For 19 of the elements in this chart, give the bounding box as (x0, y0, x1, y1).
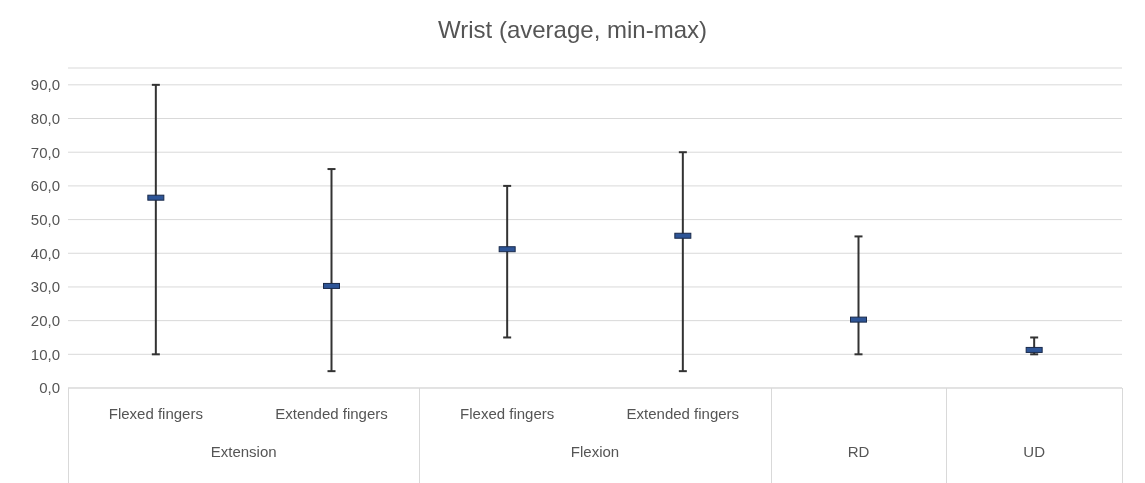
y-tick-label: 70,0 (30, 143, 60, 161)
y-tick-label: 60,0 (30, 177, 60, 195)
y-tick-label: 0,0 (39, 379, 60, 397)
y-tick-label: 50,0 (30, 210, 60, 228)
y-tick-label: 10,0 (30, 345, 60, 363)
chart-title: Wrist (average, min-max) (437, 16, 708, 44)
y-tick-label: 30,0 (30, 278, 60, 296)
text: UD (1022, 443, 1046, 460)
y-tick-label: 20,0 (30, 311, 60, 329)
x-tick-label: Flexed fingers (460, 404, 555, 422)
text: Flexion (569, 443, 621, 460)
y-tick-label: 80,0 (30, 109, 60, 127)
x-tick-label: Flexed fingers (108, 404, 203, 422)
x-tick-label: Extended fingers (275, 404, 388, 422)
x-tick-label: Extended fingers (626, 404, 740, 422)
y-tick-label: 40,0 (30, 244, 60, 262)
y-tick-label: 90,0 (30, 76, 60, 94)
text: RD (846, 443, 871, 460)
text: Extension (209, 443, 278, 460)
